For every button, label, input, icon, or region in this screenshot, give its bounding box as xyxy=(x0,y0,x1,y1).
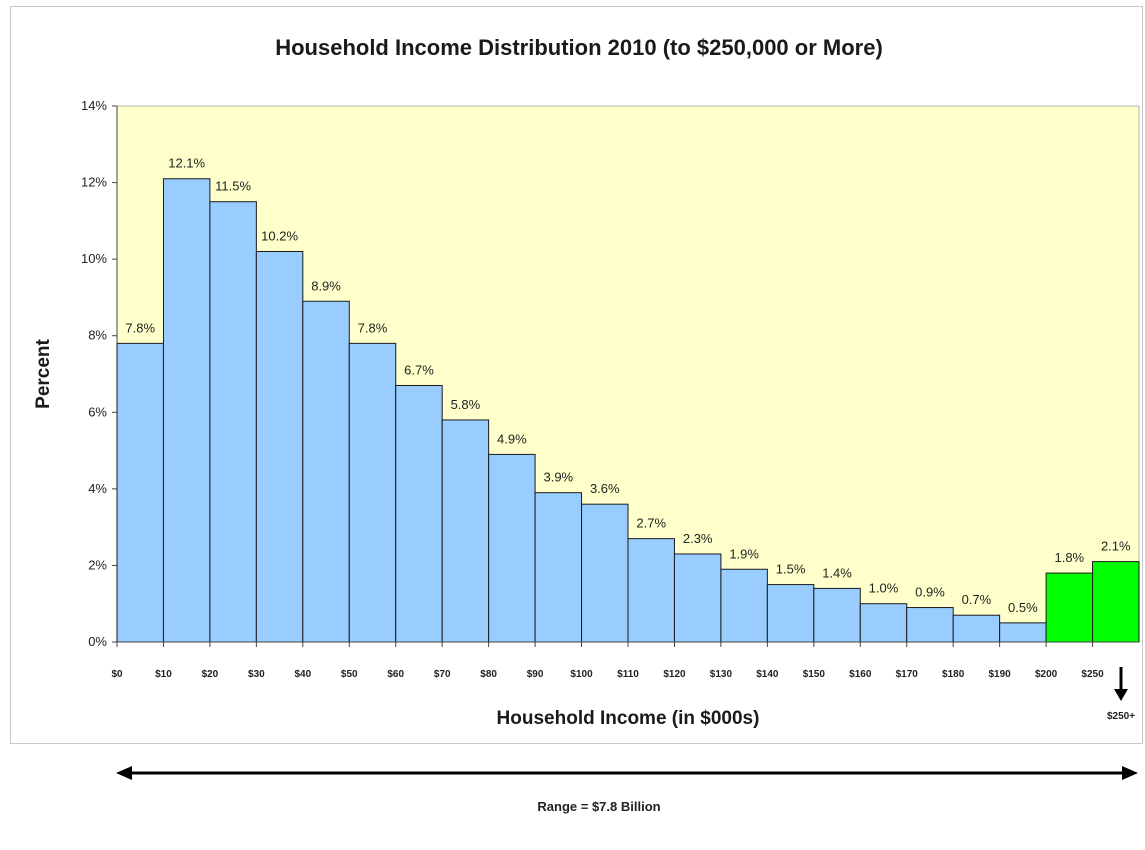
bar xyxy=(813,587,861,643)
x-tick-label: $70 xyxy=(434,669,451,680)
bar xyxy=(395,384,443,643)
bar xyxy=(534,492,583,643)
range-arrow-right-head xyxy=(1122,766,1138,780)
data-label: 1.4% xyxy=(822,565,852,580)
bar xyxy=(488,453,536,643)
data-label: 1.8% xyxy=(1054,550,1084,565)
bar xyxy=(348,342,397,643)
x-tick-label: $20 xyxy=(202,669,219,680)
x-tick-label: $160 xyxy=(849,669,872,680)
data-label: 3.6% xyxy=(590,481,620,496)
y-axis: 0% 2% 4% 6% 8% 10% 12% 14% xyxy=(81,98,118,649)
data-label: 0.7% xyxy=(962,592,992,607)
x-tick-label: $110 xyxy=(617,669,639,680)
bar xyxy=(1045,572,1094,643)
x-tick-label: $0 xyxy=(111,669,123,680)
y-axis-title: Percent xyxy=(33,338,54,408)
chart-title: Household Income Distribution 2010 (to $… xyxy=(275,35,883,60)
y-tick-label: 8% xyxy=(88,328,107,343)
bar xyxy=(1092,561,1140,643)
x-tick-label: $180 xyxy=(942,669,965,680)
data-label: 11.5% xyxy=(215,179,251,194)
y-tick-label: 6% xyxy=(88,404,107,419)
data-label: 4.9% xyxy=(497,431,527,446)
bar xyxy=(302,300,350,643)
data-label: 8.9% xyxy=(311,278,341,293)
bar xyxy=(766,584,815,643)
bar xyxy=(627,538,675,643)
y-tick-label: 0% xyxy=(88,634,107,649)
x-tick-label: $50 xyxy=(341,669,358,680)
y-tick-label: 2% xyxy=(88,557,107,572)
bars-group xyxy=(116,178,1140,643)
x-tick-label: $150 xyxy=(803,669,826,680)
x-tick-label: $200 xyxy=(1035,669,1058,680)
x-tick-label: $100 xyxy=(570,669,593,680)
data-label: 10.2% xyxy=(261,228,298,243)
overflow-arrow-head xyxy=(1114,689,1128,701)
y-tick-label: 14% xyxy=(81,98,107,113)
income-distribution-chart: Household Income Distribution 2010 (to $… xyxy=(33,35,1140,729)
data-label: 6.7% xyxy=(404,362,434,377)
data-label: 7.8% xyxy=(125,320,155,335)
bar xyxy=(255,250,304,643)
x-tick-label: $120 xyxy=(663,669,686,680)
x-tick-label: $80 xyxy=(480,669,497,680)
x-tick-label: $190 xyxy=(989,669,1012,680)
data-label: 5.8% xyxy=(451,397,481,412)
data-label: 1.9% xyxy=(729,546,759,561)
x-tick-label: $10 xyxy=(155,669,172,680)
data-label: 2.7% xyxy=(636,516,666,531)
chart-frame: Household Income Distribution 2010 (to $… xyxy=(10,6,1143,744)
bar xyxy=(673,553,722,643)
bar xyxy=(999,622,1047,643)
range-note: Range = $7.8 Billion xyxy=(537,799,660,814)
bar xyxy=(209,201,257,643)
data-label: 7.8% xyxy=(358,320,388,335)
data-label: 3.9% xyxy=(543,470,573,485)
x-tick-label: $250 xyxy=(1081,669,1104,680)
data-label: 2.1% xyxy=(1101,539,1131,554)
bar xyxy=(441,419,490,643)
bar xyxy=(720,568,768,643)
y-tick-label: 12% xyxy=(81,175,107,190)
data-label: 1.0% xyxy=(869,581,899,596)
x-tick-label: $60 xyxy=(387,669,404,680)
bar xyxy=(162,178,211,643)
x-tick-label: $40 xyxy=(294,669,311,680)
data-label: 1.5% xyxy=(776,562,806,577)
x-tick-label: $30 xyxy=(248,669,265,680)
y-tick-label: 10% xyxy=(81,251,107,266)
y-tick-label: 4% xyxy=(88,481,107,496)
data-label: 0.9% xyxy=(915,585,945,600)
bar xyxy=(581,503,629,643)
x-tick-label: $130 xyxy=(710,669,733,680)
bar xyxy=(906,607,954,643)
data-label: 0.5% xyxy=(1008,600,1038,615)
x-axis-title: Household Income (in $000s) xyxy=(497,708,760,729)
bar xyxy=(859,603,908,643)
bar xyxy=(952,614,1001,643)
x-tick-label: $170 xyxy=(896,669,919,680)
data-label: 2.3% xyxy=(683,531,713,546)
x-axis: $0 $10 $20 $30 $40 $50 $60 $70 $80 $90 $100 $110 $12… xyxy=(111,641,1139,722)
x-tick-label: $90 xyxy=(527,669,544,680)
bar xyxy=(116,342,164,643)
x-tick-label: $140 xyxy=(756,669,779,680)
data-label: 12.1% xyxy=(168,156,205,171)
range-arrow-left-head xyxy=(116,766,132,780)
data-labels-group: 7.8% 12.1% 11.5% 10.2% 8.9% 7.8% 6.7% 5.8% 4.9% 3… xyxy=(125,156,1131,615)
overflow-tick-label: $250+ xyxy=(1107,711,1135,722)
